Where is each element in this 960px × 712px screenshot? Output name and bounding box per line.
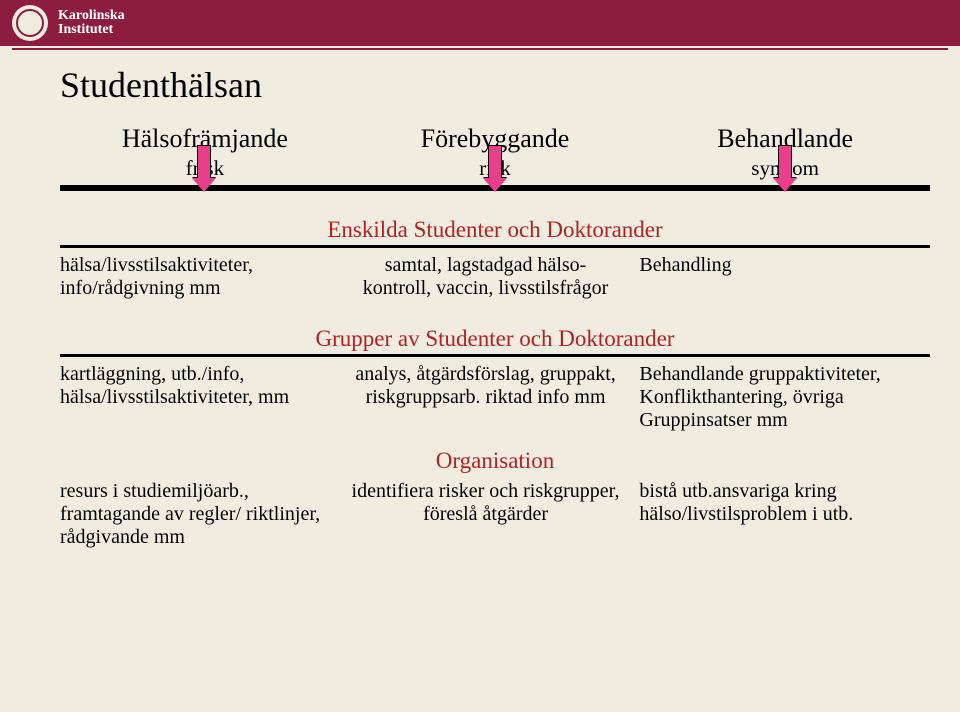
cell-individual-mid: samtal, lagstadgad hälso- kontroll, vacc…: [350, 254, 640, 300]
section-title-group: Grupper av Studenter och Doktorander: [60, 326, 930, 352]
cell-org-right: bistå utb.ansvariga kring hälso/livstils…: [639, 480, 929, 549]
brand-line2: Institutet: [58, 23, 125, 37]
row-individual: hälsa/livsstilsaktiviteter, info/rådgivn…: [60, 254, 930, 300]
brand-text: Karolinska Institutet: [58, 9, 125, 37]
arrow-down-icon: [773, 145, 797, 193]
cell-org-mid: identifiera risker och riskgrupper, före…: [350, 480, 640, 549]
cell-group-mid: analys, åtgärdsförslag, gruppakt, riskgr…: [350, 363, 640, 432]
row-org: resurs i studiemiljöarb., framtagande av…: [60, 480, 930, 549]
brand-line1: Karolinska: [58, 9, 125, 23]
ki-seal-icon: [12, 5, 48, 41]
cell-group-left: kartläggning, utb./info, hälsa/livsstils…: [60, 363, 350, 432]
thin-bar-individual: [60, 245, 930, 248]
section-title-individual: Enskilda Studenter och Doktorander: [60, 217, 930, 243]
section-title-org: Organisation: [60, 448, 930, 474]
cell-org-left: resurs i studiemiljöarb., framtagande av…: [60, 480, 350, 549]
cell-individual-left: hälsa/livsstilsaktiviteter, info/rådgivn…: [60, 254, 350, 300]
page-title: Studenthälsan: [60, 64, 930, 106]
slide-content: Studenthälsan Hälsofrämjande frisk Föreb…: [60, 64, 930, 549]
header-bar: Karolinska Institutet: [0, 0, 960, 46]
cell-individual-right: Behandling: [639, 254, 929, 300]
thick-black-bar: [60, 185, 930, 191]
arrow-down-icon: [192, 145, 216, 193]
header-underline: [12, 48, 948, 50]
cell-group-right: Behandlande gruppaktiviteter, Konfliktha…: [639, 363, 929, 432]
row-group: kartläggning, utb./info, hälsa/livsstils…: [60, 363, 930, 432]
arrow-down-icon: [483, 145, 507, 193]
thin-bar-group: [60, 354, 930, 357]
